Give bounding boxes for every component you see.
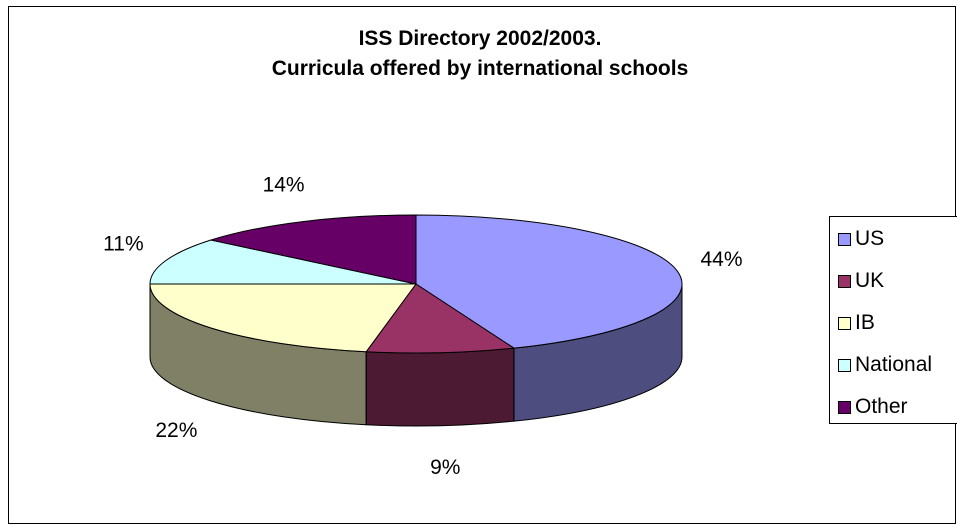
- data-label-uk: 9%: [430, 456, 460, 479]
- legend-item-ib: IB: [838, 311, 875, 335]
- legend-label-us: US: [855, 227, 885, 250]
- legend-label-other: Other: [855, 395, 908, 418]
- pie-slice-other: [209, 214, 417, 285]
- legend-item-national: National: [838, 353, 932, 377]
- pie-slice-us: [415, 214, 683, 349]
- legend-swatch-national: [838, 358, 851, 372]
- pie-side-uk: [365, 347, 515, 427]
- data-label-national: 11%: [103, 232, 143, 255]
- legend-label-national: National: [855, 353, 933, 376]
- pie-slice-national: [149, 239, 417, 285]
- legend-item-other: Other: [838, 395, 908, 419]
- legend-swatch-us: [838, 232, 851, 246]
- chart-title-line-1: ISS Directory 2002/2003.: [358, 27, 602, 50]
- chart-legend: US UK IB National Other: [829, 216, 957, 424]
- legend-swatch-uk: [838, 274, 851, 288]
- pie-slice-uk: [365, 283, 516, 354]
- pie-slice-ib: [149, 283, 417, 353]
- chart-title: ISS Directory 2002/2003. Curricula offer…: [0, 24, 957, 84]
- legend-item-uk: UK: [838, 269, 884, 293]
- legend-label-ib: IB: [855, 311, 875, 334]
- data-label-us: 44%: [700, 248, 742, 271]
- data-label-ib: 22%: [155, 419, 197, 442]
- data-label-other: 14%: [263, 173, 305, 196]
- legend-swatch-ib: [838, 316, 851, 330]
- legend-label-uk: UK: [855, 269, 885, 292]
- chart-title-line-2: Curricula offered by international schoo…: [271, 57, 689, 80]
- legend-item-us: US: [838, 227, 884, 251]
- legend-swatch-other: [838, 400, 851, 414]
